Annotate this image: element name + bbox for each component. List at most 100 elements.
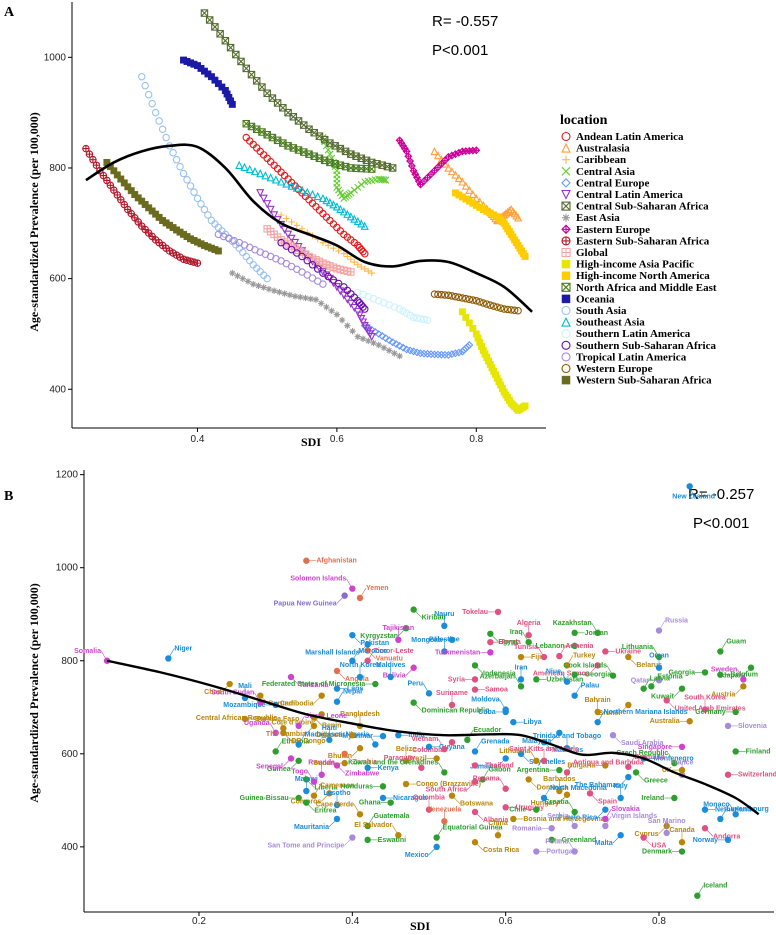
- data-point: [503, 305, 512, 314]
- country-point: [379, 794, 387, 802]
- data-point: [110, 167, 118, 175]
- country-label: Nauru: [434, 611, 454, 618]
- country-label: Cambodia: [280, 701, 314, 708]
- data-point: [359, 303, 367, 311]
- data-point: [388, 338, 397, 347]
- country-label: Russia: [665, 618, 688, 625]
- country-label: Federated States of Micronesia: [262, 681, 366, 688]
- data-point: [244, 278, 252, 285]
- legend-item-east-asia: East Asia: [562, 212, 620, 224]
- panel-a-x-title: SDI: [301, 435, 321, 449]
- country-gabon: Gabon: [479, 766, 511, 783]
- country-australia: Australia: [650, 718, 693, 725]
- data-point: [226, 43, 235, 52]
- country-madagascar: Madagascar: [295, 732, 345, 748]
- country-label: Greenland: [562, 837, 597, 844]
- country-label: Burundi: [268, 701, 295, 708]
- country-point: [548, 825, 555, 832]
- country-label: Grenada: [481, 738, 510, 745]
- country-samoa: Samoa: [471, 686, 508, 694]
- country-label: Vietnam: [411, 736, 438, 743]
- country-label: Vanuatu: [376, 656, 403, 663]
- panel-b-x-tick-label: 0.8: [652, 916, 666, 927]
- legend-label: Australasia: [576, 143, 630, 155]
- country-kiribati: Kiribati: [410, 606, 446, 622]
- country-point: [341, 592, 348, 599]
- country-malaysia: Malaysia: [522, 729, 563, 745]
- country-label: Kazakhstan: [553, 620, 592, 627]
- country-label: South Africa: [426, 787, 467, 794]
- country-point: [533, 806, 540, 813]
- data-point: [82, 144, 90, 153]
- country-label: Mozambique: [223, 702, 265, 709]
- country-point: [310, 722, 318, 730]
- legend-label: Eastern Sub-Saharan Africa: [576, 235, 710, 247]
- country-point: [678, 743, 686, 751]
- country-niger: Niger: [165, 645, 193, 662]
- country-point: [364, 641, 371, 648]
- country-point: [617, 794, 624, 802]
- data-point: [451, 170, 460, 179]
- country-point: [272, 748, 279, 755]
- country-label: Poland: [545, 839, 568, 846]
- data-point: [326, 150, 334, 158]
- data-point: [85, 150, 94, 158]
- legend-item-global: Global: [561, 247, 608, 259]
- data-point: [113, 191, 122, 199]
- country-point: [280, 725, 287, 732]
- country-label: Malawi: [295, 776, 318, 783]
- data-point: [461, 181, 470, 190]
- series-southern-latin-america: [354, 288, 432, 324]
- data-point: [472, 146, 481, 155]
- country-armenia: Armenia: [556, 643, 593, 660]
- legend-label: Central Asia: [576, 166, 635, 178]
- country-label: Bangladesh: [340, 711, 380, 718]
- data-point: [496, 304, 505, 312]
- country-point: [318, 771, 325, 778]
- country-honduras: Honduras: [340, 783, 387, 790]
- data-point: [137, 72, 146, 81]
- country-point: [471, 762, 479, 769]
- data-point: [302, 294, 309, 302]
- country-point: [540, 653, 548, 661]
- panel-b-y-tick-label: 800: [61, 656, 78, 667]
- legend-item-western-europe: Western Europe: [561, 363, 653, 375]
- country-point: [356, 673, 364, 681]
- series-southeast-asia: [235, 160, 369, 230]
- data-point: [265, 285, 273, 293]
- country-guatemala: Guatemala: [364, 813, 410, 830]
- data-point: [117, 196, 125, 204]
- data-point: [325, 274, 335, 284]
- country-label: Zambia: [353, 759, 378, 766]
- data-point: [151, 108, 160, 117]
- legend-item-central-asia: Central Asia: [561, 166, 635, 178]
- country-eritrea: Eritrea: [303, 799, 337, 815]
- country-label: Moldova: [471, 697, 499, 704]
- country-iran: Iran: [515, 664, 527, 683]
- country-label: Antigua and Barbuda: [573, 759, 644, 766]
- data-point: [455, 293, 463, 302]
- country-label: Bermuda: [634, 754, 664, 761]
- country-label: Malaysia: [522, 738, 551, 745]
- data-point: [211, 23, 219, 31]
- country-panama: Panama: [473, 776, 509, 792]
- country-point: [333, 815, 341, 823]
- country-label: Belgium: [730, 672, 758, 679]
- country-pakistan: Pakistan: [349, 631, 389, 647]
- data-point: [127, 209, 136, 218]
- data-point: [313, 191, 322, 201]
- country-point: [425, 806, 433, 813]
- legend-label: Southeast Asia: [576, 317, 645, 329]
- country-label: Slovakia: [611, 806, 640, 813]
- country-point: [165, 655, 172, 662]
- country-point: [594, 629, 601, 637]
- country-lesotho: Lesotho: [323, 790, 351, 809]
- country-point: [471, 778, 479, 785]
- data-point: [359, 335, 367, 342]
- country-label: Gabon: [489, 766, 511, 773]
- data-point: [99, 171, 108, 180]
- data-point: [380, 176, 388, 184]
- country-label: Bosnia and Herzegovina: [523, 816, 604, 823]
- country-label: Monaco: [703, 801, 729, 808]
- data-point: [328, 307, 335, 315]
